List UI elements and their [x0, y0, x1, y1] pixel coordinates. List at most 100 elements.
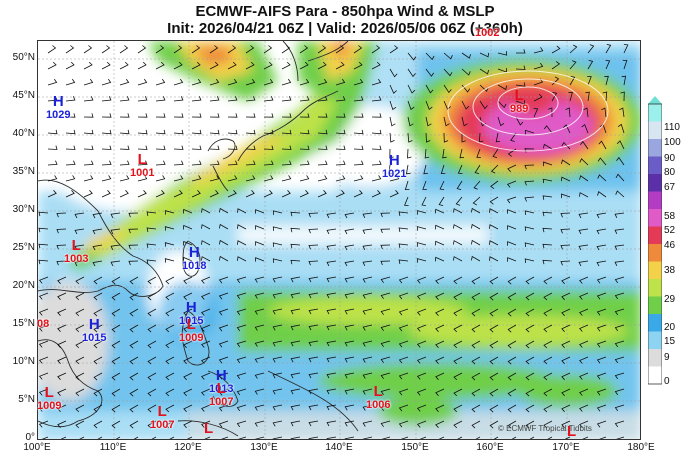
wind-barb: [492, 148, 499, 158]
colorbar: [648, 96, 662, 385]
wind-barb: [254, 308, 265, 315]
wind-barb: [507, 257, 517, 262]
wind-barb: [371, 113, 382, 118]
wind-barb: [601, 107, 607, 118]
wind-barb: [579, 340, 589, 348]
wind-barb: [308, 260, 319, 266]
wind-barb: [183, 240, 193, 246]
wind-barb: [308, 420, 319, 427]
wind-barb: [255, 225, 265, 230]
wind-barb: [83, 45, 93, 54]
wind-barb: [227, 96, 238, 102]
wind-barb: [110, 212, 121, 218]
wind-barb: [317, 175, 328, 182]
wind-barb: [551, 76, 560, 86]
wind-barb: [605, 44, 612, 54]
wind-barb: [489, 388, 499, 397]
wind-barb: [308, 292, 319, 299]
low-pressure-center: L 1007: [209, 380, 234, 408]
wind-barb: [65, 190, 75, 198]
wind-barb: [362, 340, 373, 347]
wind-barb: [173, 45, 183, 54]
wind-barb: [495, 132, 501, 143]
wind-barb: [471, 276, 481, 285]
wind-barb: [137, 129, 148, 135]
wind-barb: [362, 292, 373, 299]
wind-barb: [281, 45, 291, 54]
wind-barb: [344, 436, 355, 439]
wind-barb: [581, 123, 589, 134]
high-pressure-center: H 1015: [179, 299, 204, 327]
wind-barb: [578, 228, 589, 235]
wind-barb: [155, 96, 166, 102]
wind-barb: [507, 225, 517, 230]
wind-barb: [57, 388, 67, 396]
wind-barb: [597, 174, 607, 182]
wind-barb: [38, 372, 49, 380]
wind-barb: [164, 226, 175, 231]
wind-barb: [344, 372, 355, 379]
wind-barb: [404, 196, 409, 206]
wind-barb: [407, 116, 414, 127]
high-pressure-center: H 1018: [182, 244, 207, 272]
wind-barb: [290, 308, 301, 315]
wind-barb: [47, 45, 57, 54]
wind-barb: [616, 436, 625, 439]
wind-barb: [263, 96, 274, 102]
wind-barb: [489, 340, 499, 349]
wind-barb: [335, 113, 346, 118]
wind-barb: [614, 420, 625, 428]
wind-barb: [353, 145, 364, 150]
wind-barb: [497, 84, 507, 91]
lat-label: 30°N: [12, 204, 35, 215]
wind-barb: [596, 372, 607, 380]
wind-barb: [561, 404, 571, 413]
wind-barb: [147, 356, 157, 365]
wind-barb: [353, 129, 364, 135]
wind-barb: [473, 180, 481, 190]
wind-barb: [453, 308, 463, 317]
wind-barb: [569, 76, 576, 86]
wind-barb: [547, 107, 553, 118]
wind-barb: [254, 372, 265, 379]
wind-barb: [317, 145, 328, 150]
wind-barb: [245, 96, 256, 102]
wind-barb: [615, 190, 625, 198]
wind-barb: [119, 45, 129, 54]
wind-barb: [299, 190, 309, 198]
wind-barb: [201, 240, 211, 246]
wind-barb: [380, 244, 391, 250]
wind-barb: [596, 228, 607, 235]
wind-barb: [525, 340, 535, 349]
wind-barb: [308, 436, 319, 439]
wind-barb: [398, 324, 409, 332]
wind-barb: [236, 324, 247, 332]
wind-barb: [47, 190, 57, 198]
wind-barb: [218, 292, 229, 300]
colorbar-cell: [648, 296, 662, 315]
wind-barb: [416, 388, 427, 396]
wind-barb: [381, 436, 391, 439]
wind-barb: [398, 211, 409, 216]
wind-barb: [371, 160, 382, 166]
wind-barb: [147, 292, 157, 301]
wind-barb: [435, 292, 445, 300]
wind-barb: [201, 276, 211, 284]
wind-barb: [308, 404, 319, 411]
wind-barb: [75, 372, 85, 381]
wind-barb: [578, 260, 589, 267]
wind-barb: [111, 420, 121, 429]
wind-barb: [165, 420, 175, 429]
low-pressure-center: L: [204, 420, 214, 437]
wind-barb: [263, 61, 273, 70]
wind-barb: [272, 276, 283, 283]
wind-barb: [165, 372, 175, 381]
wind-barb: [93, 420, 103, 429]
wind-barb: [92, 228, 103, 235]
wind-barb: [245, 160, 256, 166]
wind-barb: [317, 113, 328, 118]
wind-barb: [389, 100, 397, 111]
wind-barb: [524, 129, 535, 135]
wind-barb: [398, 308, 409, 316]
wind-barb: [326, 436, 337, 439]
